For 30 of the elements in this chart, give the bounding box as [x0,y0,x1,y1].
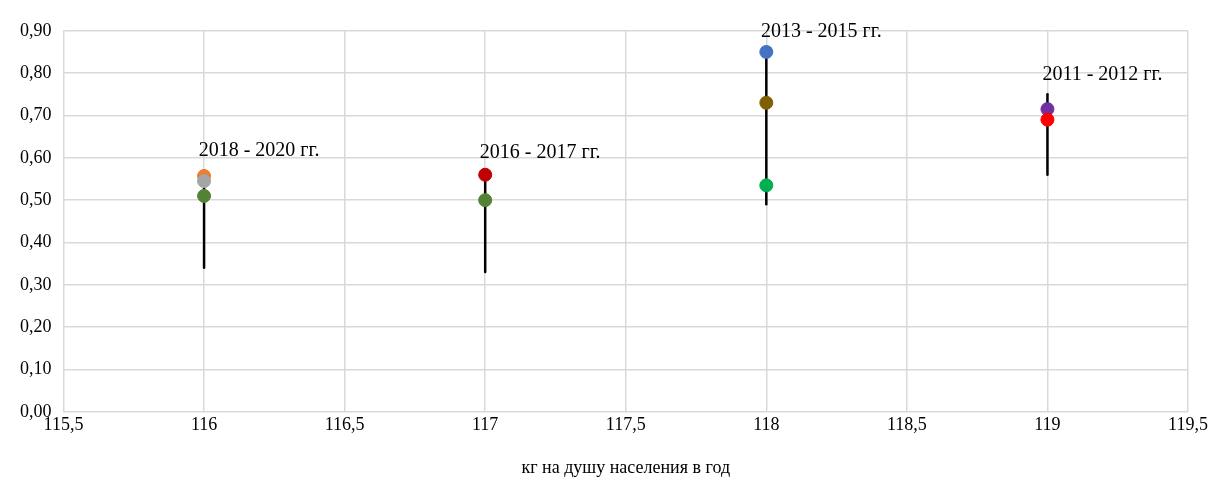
y-tick-label: 0,80 [20,61,52,82]
y-tick-label: 0,20 [20,315,52,336]
x-tick-label: 116 [190,414,218,435]
x-tick-label: 118 [753,414,780,435]
point [478,193,493,208]
point [759,178,774,193]
y-tick-label: 0,70 [20,104,52,125]
y-tick-label: 0,60 [20,146,52,167]
point [197,174,212,189]
y-tick-label: 0,50 [20,188,52,209]
annotation: 2013 - 2015 гг. [760,19,882,42]
y-tick-label: 0,40 [20,231,52,252]
annotation: 2011 - 2012 гг. [1042,61,1163,84]
x-tick-label: 116,5 [324,414,365,435]
point [759,44,774,59]
annotation: 2018 - 2020 гг. [198,137,320,160]
y-tick-label: 0,30 [20,273,52,294]
annotation: 2016 - 2017 гг. [479,139,601,162]
point [478,167,493,182]
point [1040,112,1055,127]
x-tick-label: 117 [472,414,499,435]
x-axis-title: кг на душу населения в год [521,456,731,477]
point [197,188,212,203]
x-tick-label: 118,5 [886,414,927,435]
x-tick-label: 119,5 [1168,414,1208,435]
point [759,95,774,110]
y-tick-label: 0,90 [20,19,52,40]
x-tick-label: 119 [1034,414,1061,435]
y-tick-label: 0,10 [20,358,52,379]
x-tick-label: 117,5 [605,414,646,435]
